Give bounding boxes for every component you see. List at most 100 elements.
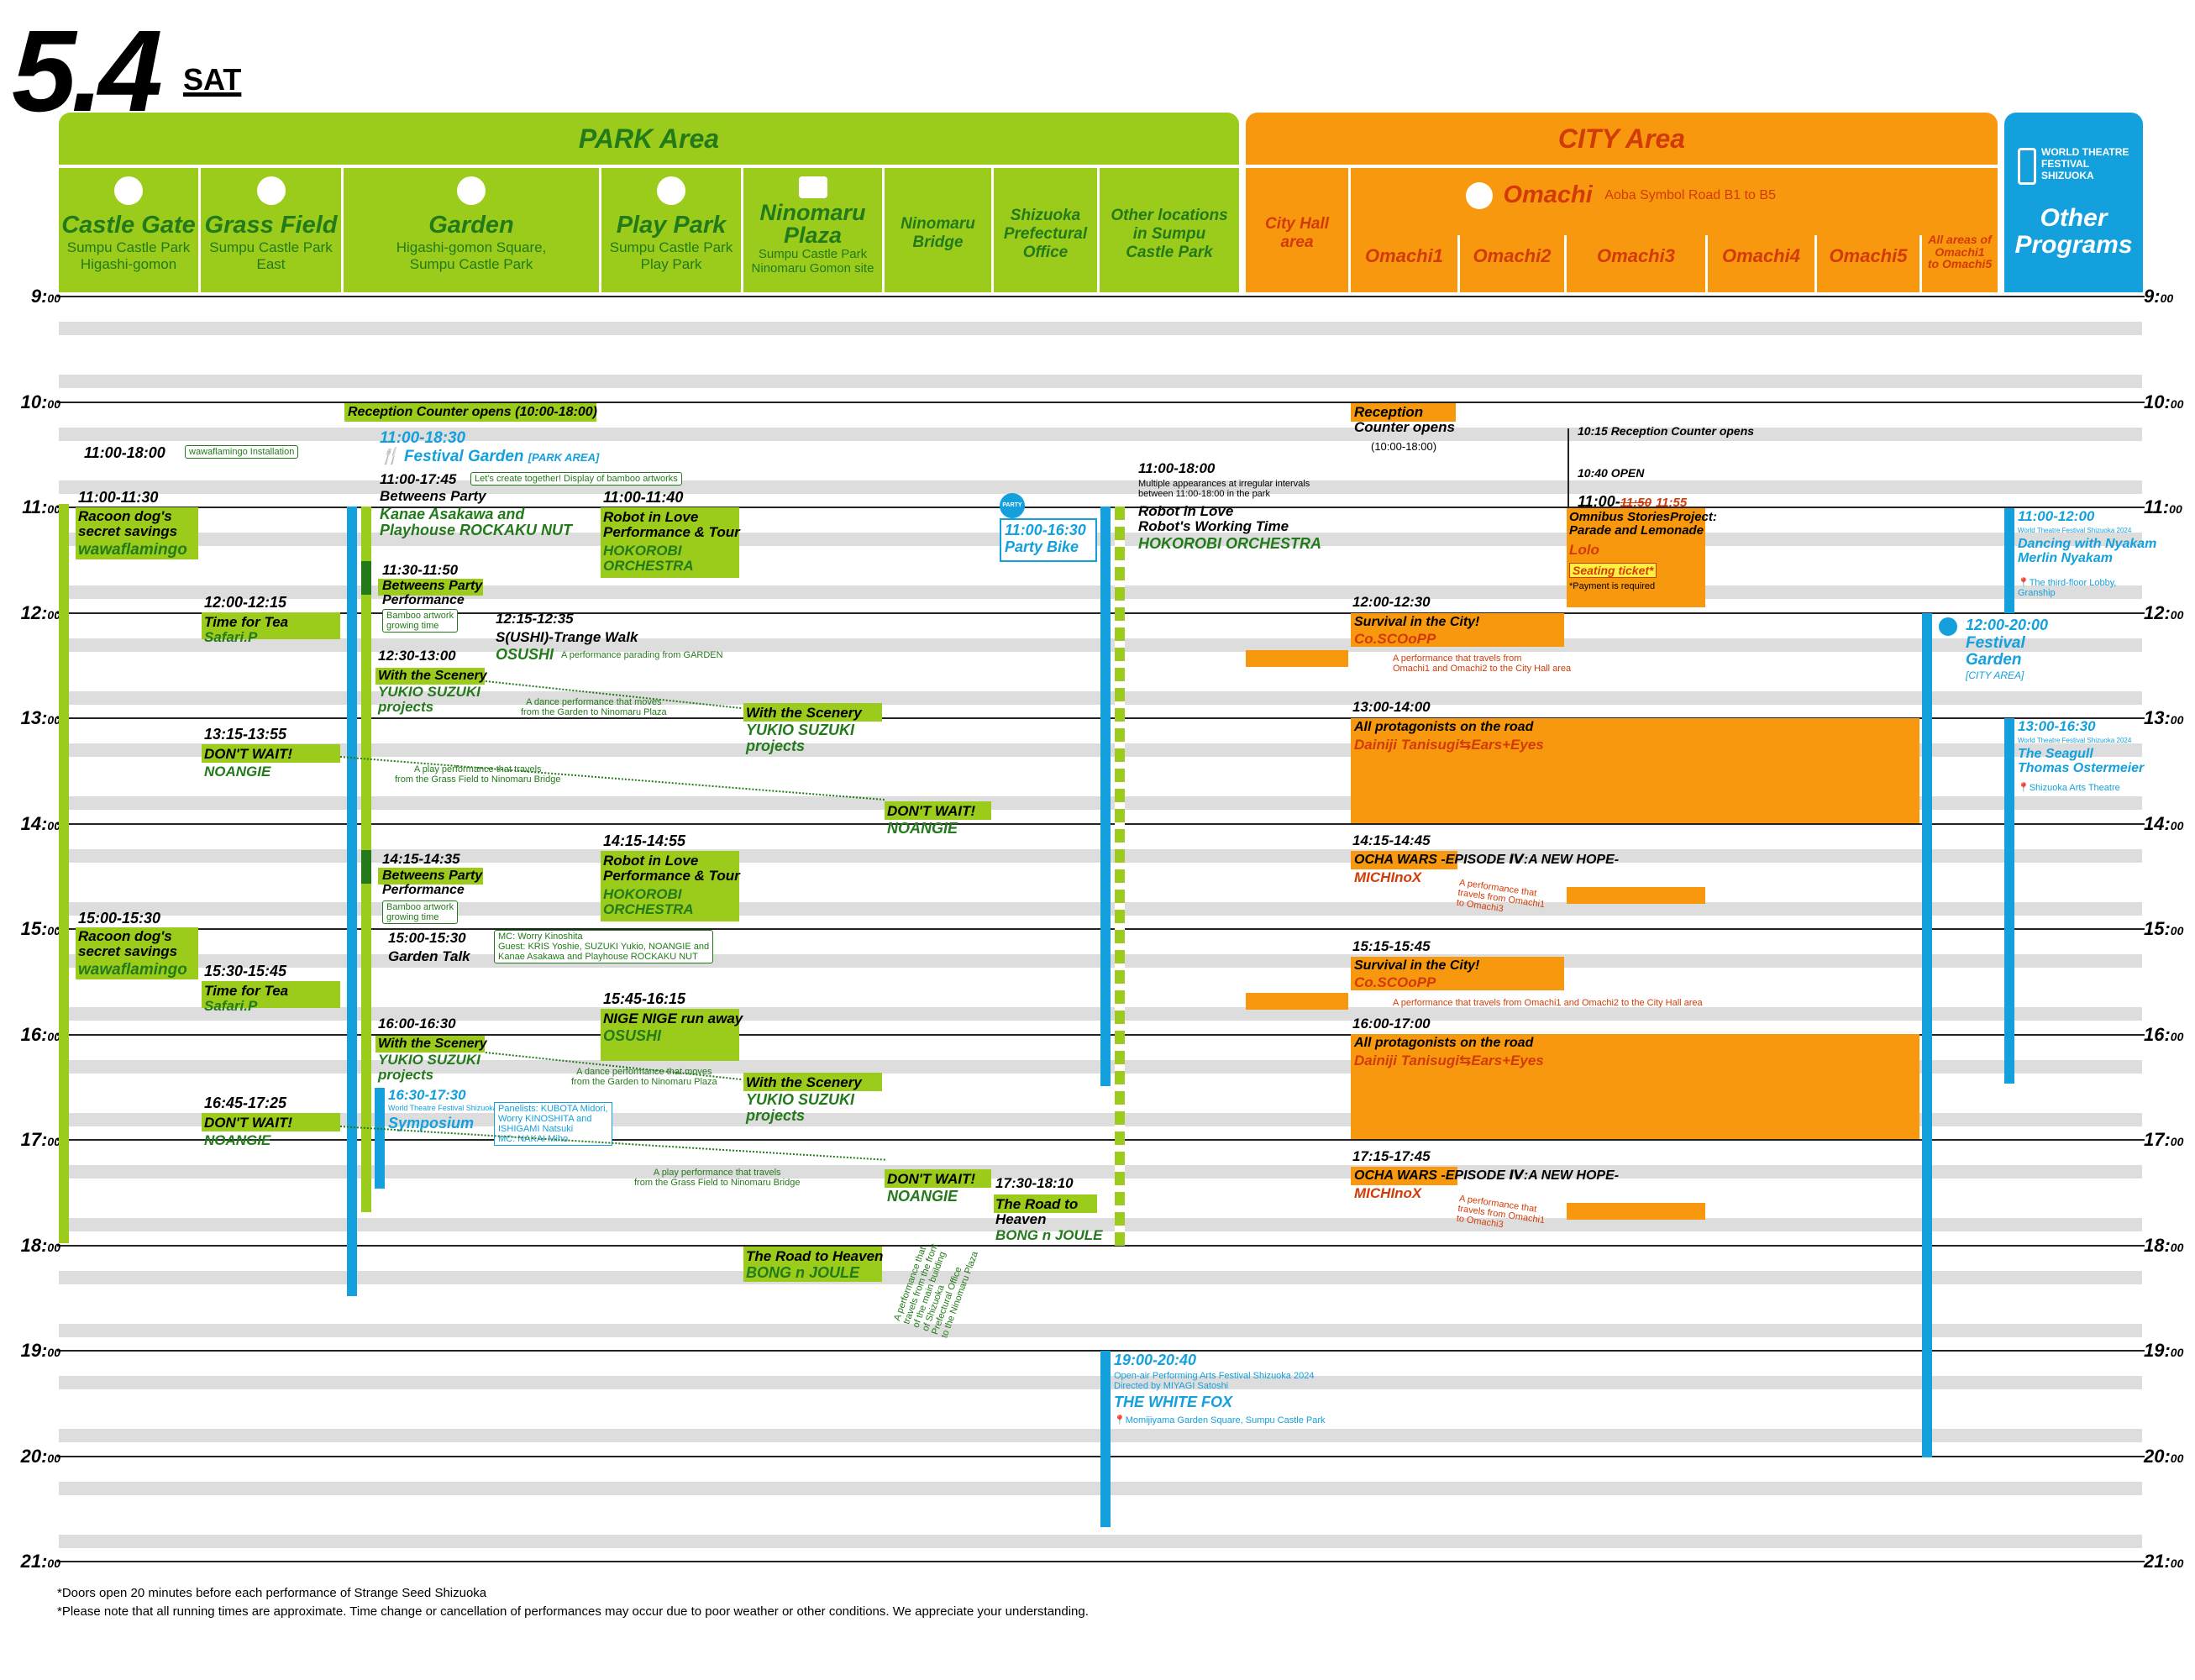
fgc-tag: [CITY AREA] xyxy=(1966,669,2024,681)
robot2-box xyxy=(601,851,739,921)
gull-place: 📍Shizuoka Arts Theatre xyxy=(2018,783,2120,793)
reception-city-title: Reception Counter opens xyxy=(1354,404,1455,435)
road2-box xyxy=(743,1247,882,1282)
col-divider xyxy=(1814,235,1817,1520)
col-title: City Hall area xyxy=(1264,215,1330,251)
gt-time: 15:00-15:30 xyxy=(388,930,466,946)
grass-icon xyxy=(256,176,286,205)
sym-sub: World Theatre Festival Shizuoka 2024 xyxy=(388,1104,517,1112)
park-area-header: PARK Area xyxy=(59,113,1239,165)
fox-title: THE WHITE FOX xyxy=(1114,1394,1232,1410)
col-omachi5: Omachi5 xyxy=(1829,245,1908,266)
bp-title: Betweens Party xyxy=(380,488,486,504)
time-label-left: 16:00 xyxy=(20,1023,60,1045)
col-title: Garden xyxy=(428,212,514,239)
gull-time: 13:00-16:30 xyxy=(2018,718,2096,734)
logo-text-2: FESTIVAL xyxy=(2041,158,2090,170)
open1040: 10:40 OPEN xyxy=(1578,466,1645,480)
time-label-right: 16:00 xyxy=(2144,1023,2184,1045)
robot2-title: Robot in Love Performance & Tour xyxy=(603,853,740,884)
rec1015: 10:15 Reception Counter opens xyxy=(1578,424,1755,438)
omachi-sub: Aoba Symbol Road B1 to B5 xyxy=(1604,187,1776,202)
tea2-title: Time for Tea xyxy=(204,983,289,999)
time-label-left: 18:00 xyxy=(20,1234,60,1256)
slide-icon xyxy=(657,176,685,205)
scenery2-plaza-title: With the Scenery xyxy=(746,1074,862,1090)
festival-garden-park-bar xyxy=(347,507,357,1296)
bike-title: Party Bike xyxy=(1005,538,1079,555)
robot-other-bar xyxy=(1115,507,1125,1246)
col-divider xyxy=(1457,235,1460,1520)
white-fox-bar xyxy=(1100,1351,1111,1527)
bpp2-time: 14:15-14:35 xyxy=(382,851,460,867)
col-divider xyxy=(1919,235,1922,1520)
racoon2-box xyxy=(76,927,198,979)
dw2-company: NOANGIE xyxy=(204,1132,271,1148)
time-label-left: 17:00 xyxy=(20,1129,60,1150)
logo-text-1: WORLD THEATRE xyxy=(2041,146,2129,158)
prot2-box xyxy=(1351,1034,1919,1139)
bpp1-marker xyxy=(361,561,371,595)
col-divider xyxy=(882,168,885,1453)
prot1-company: Dainiji Tanisugi⇆Ears+Eyes xyxy=(1354,737,1544,753)
dw2-title: DON'T WAIT! xyxy=(204,1115,293,1131)
ocha2-box xyxy=(1351,1167,1457,1185)
rlo-time: 11:00-18:00 xyxy=(1138,460,1216,476)
fg-title: 🍴 Festival Garden [PARK AREA] xyxy=(380,449,599,465)
festival-garden-city-bar xyxy=(1922,613,1932,1457)
grid-band xyxy=(59,322,2142,336)
prot2-company: Dainiji Tanisugi⇆Ears+Eyes xyxy=(1354,1053,1544,1068)
time-label-left: 15:00 xyxy=(20,918,60,939)
hour-rule xyxy=(57,1561,2145,1562)
dw2-box xyxy=(202,1113,340,1131)
ocha2-title: OCHA WARS -EPISODE Ⅳ:A NEW HOPE- xyxy=(1354,1168,1620,1183)
ocha1-title: OCHA WARS -EPISODE Ⅳ:A NEW HOPE- xyxy=(1354,853,1620,867)
omni-title: Omnibus StoriesProject: Parade and Lemon… xyxy=(1569,510,1717,538)
bpp1-title: Betweens Party Performance xyxy=(382,579,483,607)
bp-note: Let's create together! Display of bamboo… xyxy=(470,472,682,486)
pin-icon: 📍 xyxy=(2018,578,2030,588)
surv1-title: Survival in the City! xyxy=(1354,615,1480,629)
scenery1-note: A dance performance that moves from the … xyxy=(521,697,667,718)
ocha2-company: MICHInoX xyxy=(1354,1185,1422,1201)
col-sub: Sumpu Castle Park Higashi-gomon xyxy=(66,239,191,272)
col-prefectural-office: Shizuoka Prefectural Office xyxy=(994,207,1097,262)
robot1-time: 11:00-11:40 xyxy=(603,489,684,506)
col-city-hall: City Hall area xyxy=(1246,215,1348,252)
col-grass-field: Grass Field Sumpu Castle Park East xyxy=(201,176,341,273)
col-ninomaru-plaza: Ninomaru Plaza Sumpu Castle Park Ninomar… xyxy=(743,176,882,276)
omni-company: Lolo xyxy=(1569,542,1599,558)
road2-company: BONG n JOULE xyxy=(746,1264,860,1281)
logo-text-3: SHIZUOKA xyxy=(2041,170,2094,181)
ocha1-box xyxy=(1351,851,1457,869)
col-sub: Sumpu Castle Park Ninomaru Gomon site xyxy=(751,247,874,276)
time-label-left: 19:00 xyxy=(20,1340,60,1361)
dw1-company: NOANGIE xyxy=(204,764,271,780)
ocha1-time: 14:15-14:45 xyxy=(1352,832,1431,848)
weekday: SAT xyxy=(183,62,242,97)
tea1-time: 12:00-12:15 xyxy=(204,594,287,611)
bpp2-marker xyxy=(361,850,371,884)
waw-install-time: 11:00-18:00 xyxy=(84,444,165,461)
omni-time-start: 11:00- xyxy=(1578,493,1620,510)
surv1-time: 12:00-12:30 xyxy=(1352,594,1431,610)
dw2-bridge-title: DON'T WAIT! xyxy=(887,1171,976,1187)
road2-title: The Road to Heaven xyxy=(746,1248,884,1264)
tea1-title: Time for Tea xyxy=(204,614,289,630)
bpp2-box xyxy=(378,868,483,885)
prot1-box xyxy=(1351,718,1919,823)
surv2-title: Survival in the City! xyxy=(1354,958,1480,973)
omachi-icon xyxy=(1466,181,1493,209)
dance-sub: World Theatre Festival Shizuoka 2024 xyxy=(2018,527,2132,534)
sushi-title: S(USHI)-Trange Walk xyxy=(496,629,638,645)
tea1-box xyxy=(202,612,340,639)
surv2-company: Co.SCOoPP xyxy=(1354,974,1436,990)
racoon2-time: 15:00-15:30 xyxy=(78,910,161,927)
prot1-title: All protagonists on the road xyxy=(1354,720,1534,734)
tea2-time: 15:30-15:45 xyxy=(204,963,287,979)
sym-note: Panelists: KUBOTA Midori, Worry KINOSHIT… xyxy=(494,1102,612,1146)
col-other-locations: Other locations in Sumpu Castle Park xyxy=(1100,207,1239,262)
fox-place-text: Momijiyama Garden Square, Sumpu Castle P… xyxy=(1125,1415,1326,1425)
dance-bar xyxy=(2004,508,2014,613)
rlo-note: Multiple appearances at irregular interv… xyxy=(1138,479,1310,500)
